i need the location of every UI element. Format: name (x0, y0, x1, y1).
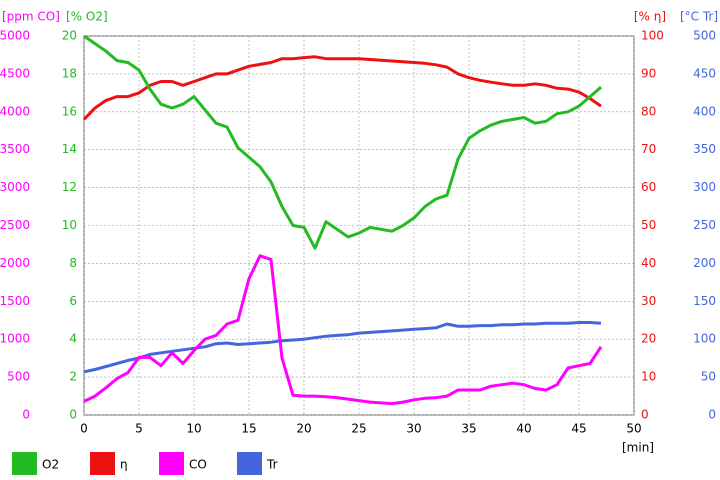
legend-label: CO (189, 458, 207, 472)
x-tick-label: 5 (135, 422, 143, 436)
y-tick-label: 16 (62, 104, 77, 118)
legend-swatch (159, 452, 184, 475)
series-line (83, 34, 602, 250)
y-tick-label: 14 (62, 142, 77, 156)
y-tick-label: 18 (62, 66, 77, 80)
x-tick-label: 25 (351, 422, 366, 436)
x-tick-label: 30 (406, 422, 421, 436)
y-axis-title: [ppm CO] (2, 10, 60, 24)
legend-label: η (120, 458, 128, 472)
x-axis-label: [min] (622, 441, 654, 455)
y-tick-label: 1000 (0, 332, 30, 346)
y-tick-label: 500 (693, 29, 716, 43)
legend-swatch (12, 452, 37, 475)
y-tick-label: 90 (641, 66, 656, 80)
y-tick-label: 4000 (0, 104, 30, 118)
y-axis-title: [% O2] (66, 10, 108, 24)
x-tick-label: 35 (461, 422, 476, 436)
y-tick-label: 200 (693, 256, 716, 270)
y-tick-label: 3000 (0, 180, 30, 194)
y-tick-label: 2000 (0, 256, 30, 270)
series-line (83, 254, 603, 406)
y-tick-label: 2 (69, 370, 77, 384)
series-line (83, 321, 602, 374)
y-tick-label: 400 (693, 104, 716, 118)
y-tick-label: 10 (641, 370, 656, 384)
y-tick-label: 40 (641, 256, 656, 270)
y-tick-label: 1500 (0, 294, 30, 308)
legend-label: O2 (42, 458, 59, 472)
y-tick-label: 6 (69, 294, 77, 308)
y-tick-label: 10 (62, 218, 77, 232)
y-tick-label: 450 (693, 66, 716, 80)
legend-swatch (237, 452, 262, 475)
y-tick-label: 150 (693, 294, 716, 308)
y-tick-label: 0 (641, 408, 649, 422)
y-axis-title: [°C Tr] (680, 10, 718, 24)
y-tick-label: 0 (69, 408, 77, 422)
y-tick-label: 60 (641, 180, 656, 194)
x-tick-label: 15 (241, 422, 256, 436)
y-tick-label: 0 (708, 408, 716, 422)
x-tick-label: 50 (626, 422, 641, 436)
y-tick-label: 50 (701, 370, 716, 384)
series-line (82, 55, 602, 121)
y-tick-label: 500 (7, 370, 30, 384)
x-tick-label: 10 (186, 422, 201, 436)
y-tick-label: 8 (69, 256, 77, 270)
legend-label: Tr (266, 458, 278, 472)
y-tick-label: 4 (69, 332, 77, 346)
y-tick-label: 350 (693, 142, 716, 156)
legend-swatch (90, 452, 115, 475)
y-tick-label: 20 (62, 29, 77, 43)
y-tick-label: 300 (693, 180, 716, 194)
y-tick-label: 250 (693, 218, 716, 232)
x-tick-label: 40 (516, 422, 531, 436)
y-axis-title: [% η] (634, 10, 666, 24)
y-tick-label: 0 (22, 408, 30, 422)
y-tick-label: 3500 (0, 142, 30, 156)
y-tick-label: 4500 (0, 66, 30, 80)
y-tick-label: 2500 (0, 218, 30, 232)
y-tick-label: 70 (641, 142, 656, 156)
x-tick-label: 20 (296, 422, 311, 436)
y-tick-label: 80 (641, 104, 656, 118)
x-tick-label: 0 (80, 422, 88, 436)
y-tick-label: 50 (641, 218, 656, 232)
x-tick-label: 45 (571, 422, 586, 436)
y-tick-label: 20 (641, 332, 656, 346)
y-tick-label: 100 (693, 332, 716, 346)
y-tick-label: 100 (641, 29, 664, 43)
y-tick-label: 5000 (0, 29, 30, 43)
y-tick-label: 30 (641, 294, 656, 308)
y-tick-label: 12 (62, 180, 77, 194)
